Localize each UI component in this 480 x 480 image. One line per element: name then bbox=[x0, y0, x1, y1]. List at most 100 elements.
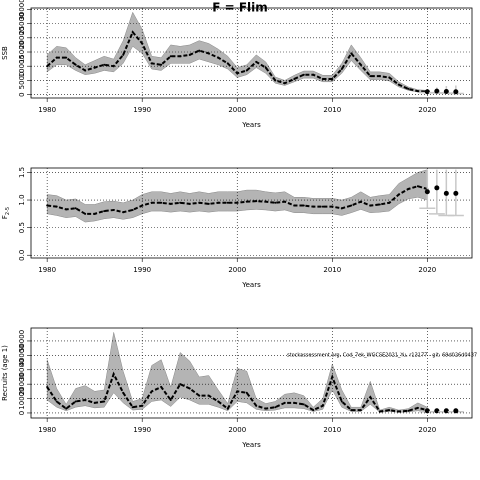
estimate-point bbox=[264, 200, 267, 203]
annotation: stockassessment.org, Cod_7ek_WGCSE2021_Y… bbox=[287, 353, 477, 359]
estimate-point bbox=[188, 53, 191, 56]
x-tick-label: 2010 bbox=[323, 266, 341, 274]
estimate-point bbox=[388, 76, 391, 79]
y-tick-label: 1.5 bbox=[18, 167, 26, 178]
y-axis-label: SSB bbox=[1, 46, 9, 60]
estimate-point bbox=[74, 207, 77, 210]
estimate-point bbox=[245, 391, 248, 394]
estimate-point bbox=[350, 52, 353, 55]
estimate-point bbox=[407, 87, 410, 90]
estimate-point bbox=[378, 203, 381, 206]
estimate-point bbox=[169, 202, 172, 205]
x-tick-label: 1980 bbox=[38, 266, 56, 274]
estimate-point bbox=[122, 391, 125, 394]
estimate-point bbox=[264, 66, 267, 69]
chart-title: F = Flim bbox=[212, 1, 268, 15]
estimate-point bbox=[141, 204, 144, 207]
estimate-point bbox=[274, 79, 277, 82]
y-tick-label: 0.5 bbox=[18, 222, 26, 233]
estimate-point bbox=[236, 390, 239, 393]
estimate-point bbox=[388, 409, 391, 412]
y-tick-label: 1.0 bbox=[18, 194, 26, 205]
estimate-point bbox=[245, 69, 248, 72]
estimate-point bbox=[84, 399, 87, 401]
estimate-point bbox=[264, 407, 267, 410]
y-tick-label: 50000 bbox=[18, 330, 26, 352]
estimate-point bbox=[131, 208, 134, 211]
estimate-point bbox=[378, 75, 381, 78]
estimate-point bbox=[55, 56, 58, 59]
x-tick-label: 2010 bbox=[323, 426, 341, 434]
x-axis-label: Years bbox=[241, 441, 261, 449]
estimate-point bbox=[169, 55, 172, 58]
estimate-point bbox=[93, 401, 96, 404]
y-tick-label: 0 bbox=[18, 411, 26, 415]
estimate-point bbox=[103, 63, 106, 66]
estimate-point bbox=[397, 193, 400, 196]
estimate-point bbox=[93, 66, 96, 69]
estimate-point bbox=[103, 210, 106, 213]
estimate-point bbox=[55, 205, 58, 208]
estimate-point bbox=[302, 204, 305, 207]
estimate-point bbox=[340, 207, 343, 210]
x-tick-label: 2020 bbox=[418, 266, 436, 274]
estimate-point bbox=[283, 200, 286, 203]
estimate-point bbox=[293, 401, 296, 404]
estimate-point bbox=[160, 63, 163, 66]
y-tick-label: 5000 bbox=[18, 71, 26, 89]
estimate-point bbox=[340, 68, 343, 71]
estimate-point bbox=[416, 406, 419, 409]
estimate-point bbox=[169, 399, 172, 401]
estimate-point bbox=[312, 73, 315, 76]
y-tick-label: 20000 bbox=[18, 373, 26, 395]
y-tick-label: 30000 bbox=[18, 0, 26, 21]
estimate-point bbox=[160, 201, 163, 204]
estimate-point bbox=[112, 208, 115, 211]
estimate-point bbox=[388, 201, 391, 204]
estimate-point bbox=[207, 394, 210, 397]
estimate-point bbox=[350, 204, 353, 207]
y-tick-label: 15000 bbox=[18, 41, 26, 63]
forecast-point bbox=[434, 88, 440, 94]
x-tick-label: 1990 bbox=[133, 266, 151, 274]
y-axis-label-sub: 2-5 bbox=[5, 207, 11, 215]
estimate-point bbox=[179, 201, 182, 204]
estimate-point bbox=[46, 65, 49, 68]
estimate-point bbox=[283, 401, 286, 404]
estimate-point bbox=[217, 56, 220, 59]
estimate-point bbox=[103, 400, 106, 403]
estimate-point bbox=[312, 409, 315, 412]
estimate-point bbox=[141, 404, 144, 407]
estimate-point bbox=[255, 60, 258, 63]
estimate-point bbox=[74, 400, 77, 403]
estimate-point bbox=[188, 202, 191, 205]
estimate-point bbox=[84, 212, 87, 215]
y-tick-label: 25000 bbox=[18, 12, 26, 34]
estimate-point bbox=[321, 77, 324, 80]
estimate-point bbox=[93, 212, 96, 215]
forecast-point bbox=[443, 190, 449, 196]
estimate-point bbox=[369, 75, 372, 78]
estimate-point bbox=[179, 55, 182, 58]
estimate-point bbox=[340, 400, 343, 403]
estimate-point bbox=[122, 211, 125, 214]
forecast-point bbox=[453, 89, 459, 95]
estimate-point bbox=[112, 373, 115, 376]
x-tick-label: 2010 bbox=[323, 106, 341, 114]
x-tick-label: 1990 bbox=[133, 106, 151, 114]
estimate-point bbox=[46, 386, 49, 389]
estimate-point bbox=[198, 201, 201, 204]
estimate-point bbox=[255, 404, 258, 407]
x-tick-label: 2020 bbox=[418, 106, 436, 114]
estimate-point bbox=[122, 53, 125, 56]
estimate-point bbox=[312, 205, 315, 208]
forecast-point bbox=[434, 185, 440, 191]
estimate-point bbox=[407, 409, 410, 412]
estimate-point bbox=[369, 204, 372, 207]
estimate-point bbox=[359, 409, 362, 412]
estimate-point bbox=[226, 407, 229, 410]
estimate-point bbox=[321, 404, 324, 407]
y-axis-label-main: F bbox=[1, 215, 9, 219]
y-tick-label: 0 bbox=[18, 92, 26, 96]
estimate-point bbox=[179, 383, 182, 386]
